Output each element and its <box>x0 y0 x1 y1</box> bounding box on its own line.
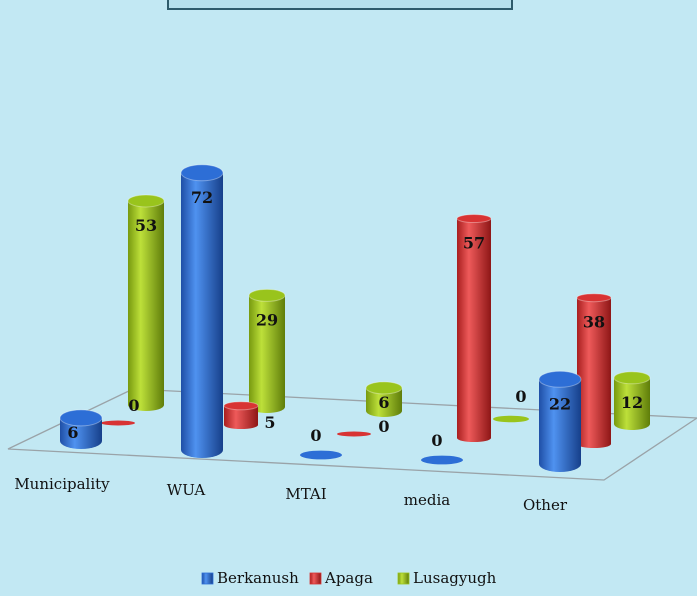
bars: 53 29 6 0 0 12 5 0 57 6 38 72 0 0 22 <box>59 164 651 472</box>
data-label: 72 <box>191 188 213 207</box>
bar-mtai-berkanush: 0 <box>300 426 342 460</box>
bar-mtai-lusagyugh-body <box>366 387 402 417</box>
legend-label: Apaga <box>324 569 373 587</box>
bar-municipality-lusagyugh-body <box>128 200 164 411</box>
bar-media-berkanush: 0 <box>421 431 463 465</box>
bar-mtai-lusagyugh-cap <box>365 381 403 395</box>
legend-label: Berkanush <box>217 569 299 587</box>
data-label: 6 <box>67 423 78 442</box>
bar-wua-apaga: 5 <box>223 401 276 432</box>
bar-other-berkanush: 22 <box>538 370 582 472</box>
bar-municipality-berkanush: 6 <box>59 409 103 449</box>
category-labels: Municipality WUA MTAI media Other <box>14 475 568 514</box>
floor-plane <box>7 388 697 481</box>
category-label-other: Other <box>523 496 568 514</box>
bar-municipality-berkanush-cap <box>59 409 103 427</box>
legend-item-berkanush: Berkanush <box>201 569 299 587</box>
legend-item-lusagyugh: Lusagyugh <box>397 569 497 587</box>
data-label: 0 <box>431 431 442 450</box>
legend-swatch <box>201 572 214 585</box>
category-label-media: media <box>404 491 451 509</box>
data-label: 53 <box>135 216 157 235</box>
bar-media-berkanush-disc <box>421 455 463 465</box>
bar-other-lusagyugh: 12 <box>613 371 651 430</box>
bar-media-apaga: 57 <box>456 214 492 442</box>
bar-wua-berkanush-body <box>181 172 223 459</box>
bar-wua-apaga-cap <box>223 401 259 411</box>
category-label-wua: WUA <box>167 481 206 499</box>
bar-wua-berkanush: 72 <box>180 164 224 459</box>
bar-municipality-lusagyugh: 53 <box>127 194 165 411</box>
bar-media-lusagyugh-disc <box>493 415 529 423</box>
data-label: 0 <box>128 396 139 415</box>
data-label: 57 <box>463 234 485 253</box>
bar-municipality-lusagyugh-cap <box>127 194 165 208</box>
bar-municipality-apaga-disc <box>101 420 135 426</box>
legend-label: Lusagyugh <box>413 569 497 587</box>
data-label: 0 <box>310 426 321 445</box>
category-label-mtai: MTAI <box>285 485 326 503</box>
data-label: 38 <box>583 313 605 332</box>
data-label: 22 <box>549 394 571 413</box>
data-label: 0 <box>515 387 526 406</box>
legend-item-apaga: Apaga <box>309 569 373 587</box>
bar-media-apaga-body <box>457 218 491 442</box>
legend: Berkanush Apaga Lusagyugh <box>201 569 497 587</box>
title-box <box>167 0 513 10</box>
data-label: 5 <box>264 413 275 432</box>
bar-mtai-berkanush-disc <box>300 450 342 460</box>
bar-municipality-apaga: 0 <box>101 396 140 426</box>
bar-mtai-lusagyugh: 6 <box>365 381 403 417</box>
category-label-municipality: Municipality <box>14 475 110 493</box>
data-label: 12 <box>621 393 643 412</box>
bar-media-apaga-cap <box>456 214 492 224</box>
data-label: 6 <box>378 393 389 412</box>
bar-wua-lusagyugh-body <box>249 295 285 413</box>
data-label: 0 <box>378 417 389 436</box>
legend-swatch <box>397 572 410 585</box>
bar-wua-lusagyugh: 29 <box>248 288 286 413</box>
bar-mtai-apaga-disc <box>337 431 371 437</box>
bar-municipality-berkanush-body <box>60 417 102 449</box>
data-label: 29 <box>256 310 278 329</box>
legend-swatch <box>309 572 322 585</box>
bar-other-lusagyugh-body <box>614 377 650 430</box>
bar-other-berkanush-body <box>539 379 581 472</box>
bar-wua-apaga-body <box>224 405 258 429</box>
bar-other-berkanush-cap <box>538 370 582 388</box>
bar-other-apaga-body <box>577 297 611 448</box>
bar-mtai-apaga: 0 <box>337 417 390 437</box>
bar-other-lusagyugh-cap <box>613 371 651 385</box>
bar-other-apaga: 38 <box>576 293 612 448</box>
bar-wua-berkanush-cap <box>180 164 224 182</box>
bar-other-apaga-cap <box>576 293 612 303</box>
bar-media-lusagyugh: 0 <box>493 387 529 423</box>
bar-wua-lusagyugh-cap <box>248 288 286 302</box>
